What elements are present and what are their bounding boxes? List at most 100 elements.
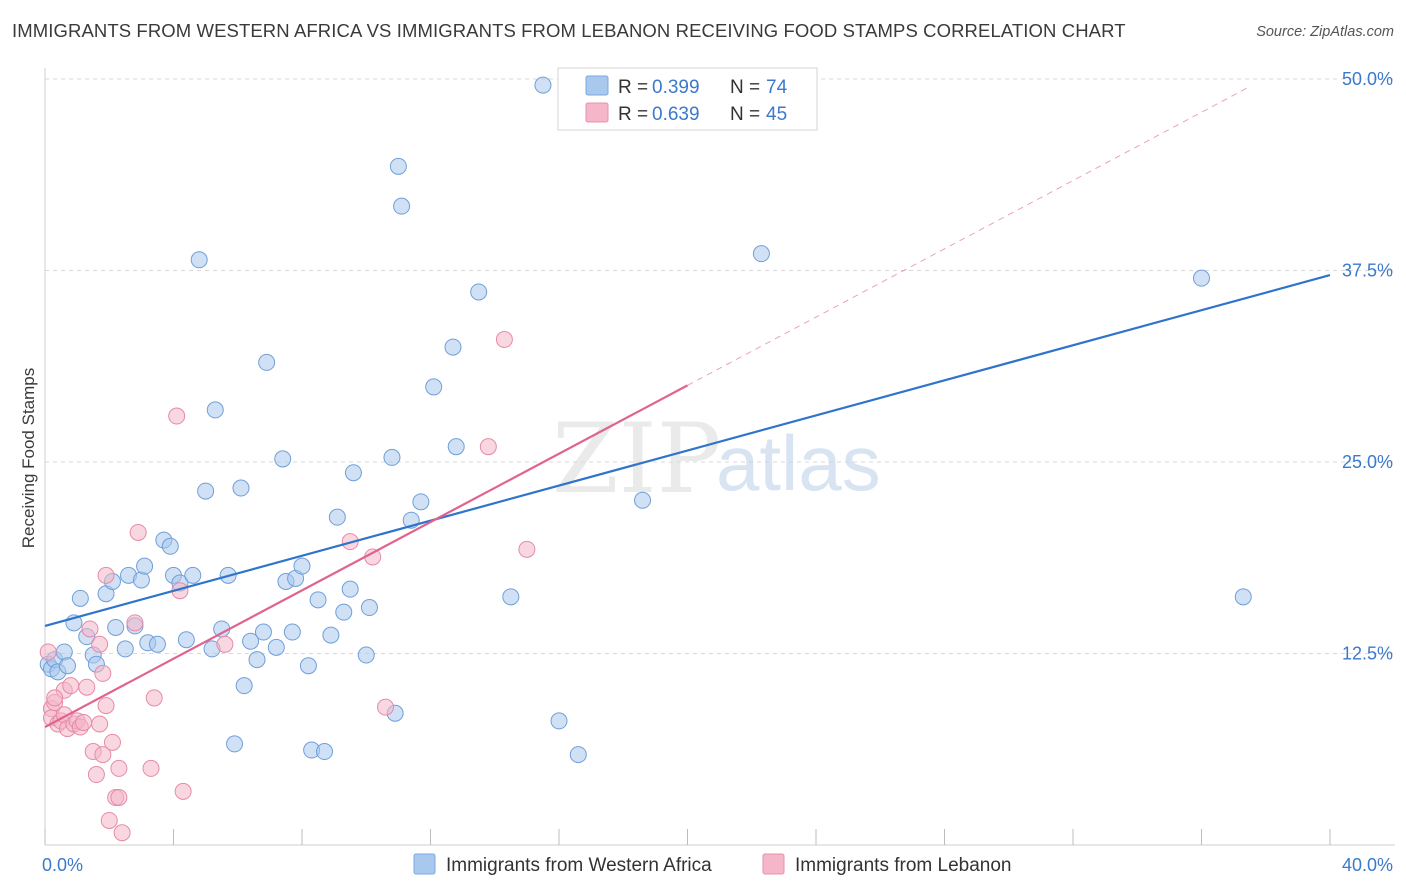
point-lebanon-15	[81, 620, 99, 638]
point-lebanon-14	[78, 678, 96, 696]
point-lebanon-13	[75, 713, 93, 731]
point-western-africa-33	[226, 735, 244, 753]
point-western-africa-26	[184, 566, 202, 584]
trendline-lebanon-extension	[687, 86, 1250, 386]
point-western-africa-70	[569, 746, 587, 764]
legend-series: Immigrants from Western Africa Immigrant…	[413, 853, 1012, 876]
point-western-africa-56	[360, 599, 378, 617]
point-western-africa-63	[425, 378, 443, 396]
point-western-africa-49	[315, 743, 333, 761]
data-points	[39, 76, 1252, 842]
trend-lines	[44, 86, 1331, 729]
watermark-atlas: atlas	[716, 419, 881, 507]
point-western-africa-39	[258, 353, 276, 371]
x-tick-label-0: 0.0%	[42, 855, 83, 875]
legend-r-label-1: R =	[618, 77, 648, 98]
legend-r-value-2: 0.639	[652, 104, 700, 125]
point-western-africa-18	[136, 557, 154, 575]
legend-bottom-swatch-lebanon	[762, 853, 785, 875]
legend-bottom-swatch-western-africa	[413, 853, 436, 875]
point-western-africa-57	[383, 448, 401, 466]
point-lebanon-31	[145, 689, 163, 707]
source-note: Source: ZipAtlas.com	[1256, 24, 1394, 40]
point-western-africa-54	[344, 464, 362, 482]
point-western-africa-64	[444, 338, 462, 356]
point-western-africa-28	[197, 482, 215, 500]
trendline-lebanon	[44, 384, 689, 729]
point-lebanon-9	[62, 677, 80, 695]
point-lebanon-26	[110, 789, 128, 807]
point-western-africa-30	[206, 401, 224, 419]
point-lebanon-30	[142, 759, 160, 777]
point-western-africa-73	[1234, 588, 1252, 606]
point-lebanon-23	[103, 733, 121, 751]
point-western-africa-60	[393, 197, 411, 215]
point-western-africa-36	[242, 632, 260, 650]
point-western-africa-7	[71, 589, 89, 607]
x-tick-label-1: 40.0%	[1342, 855, 1393, 875]
point-western-africa-22	[161, 537, 179, 555]
point-western-africa-69	[550, 712, 568, 730]
point-lebanon-32	[168, 407, 186, 425]
point-western-africa-50	[322, 626, 340, 644]
y-tick-label-2: 37.5%	[1342, 261, 1393, 281]
point-western-africa-38	[254, 623, 272, 641]
point-lebanon-35	[216, 635, 234, 653]
point-western-africa-25	[177, 631, 195, 649]
point-western-africa-67	[502, 588, 520, 606]
point-western-africa-4	[55, 643, 73, 661]
point-lebanon-17	[87, 766, 105, 784]
watermark: ZIP atlas	[552, 403, 881, 515]
point-lebanon-25	[110, 759, 128, 777]
point-lebanon-28	[126, 614, 144, 632]
y-tick-label-1: 25.0%	[1342, 452, 1393, 472]
point-western-africa-43	[283, 623, 301, 641]
legend-n-value-2: 45	[766, 104, 787, 125]
point-lebanon-22	[100, 811, 118, 829]
y-tick-label-0: 12.5%	[1342, 644, 1393, 664]
chart-title: IMMIGRANTS FROM WESTERN AFRICA VS IMMIGR…	[12, 20, 1126, 41]
grid-lines	[45, 78, 1395, 654]
point-lebanon-18	[91, 715, 109, 733]
legend-n-label-2: N =	[730, 104, 760, 125]
point-western-africa-74	[1193, 269, 1210, 287]
tick-labels: 12.5% 25.0% 37.5% 50.0% 0.0% 40.0%	[42, 69, 1393, 875]
point-lebanon-20	[94, 664, 112, 682]
trendline-western-africa	[44, 274, 1331, 627]
point-western-africa-20	[148, 635, 166, 653]
point-western-africa-13	[107, 618, 125, 636]
legend-bottom-label-lebanon: Immigrants from Lebanon	[795, 855, 1012, 876]
point-lebanon-43	[97, 697, 115, 715]
point-western-africa-40	[267, 638, 285, 656]
point-lebanon-34	[174, 782, 192, 800]
legend-swatch-western-africa	[585, 75, 609, 96]
point-lebanon-44	[46, 689, 64, 707]
point-western-africa-34	[232, 479, 250, 497]
point-lebanon-27	[113, 824, 131, 842]
point-lebanon-42	[518, 540, 536, 558]
legend-bottom-label-western-africa: Immigrants from Western Africa	[446, 855, 712, 876]
point-western-africa-59	[389, 157, 407, 175]
point-lebanon-40	[479, 438, 497, 456]
point-western-africa-37	[248, 651, 266, 669]
point-western-africa-5	[58, 657, 76, 675]
point-western-africa-48	[309, 591, 327, 609]
point-lebanon-39	[377, 698, 395, 716]
point-western-africa-27	[190, 251, 208, 269]
point-western-africa-66	[470, 283, 488, 301]
point-western-africa-14	[116, 640, 134, 658]
point-western-africa-17	[132, 571, 150, 589]
point-lebanon-19	[94, 746, 112, 764]
legend-r-label-2: R =	[618, 104, 648, 125]
point-western-africa-52	[335, 603, 353, 621]
point-western-africa-55	[357, 646, 375, 664]
point-lebanon-29	[129, 523, 147, 541]
point-western-africa-35	[235, 677, 253, 695]
point-lebanon-21	[97, 566, 115, 584]
legend-stats: R = 0.399 N = 74 R = 0.639 N = 45	[557, 67, 818, 131]
point-lebanon-0	[39, 643, 57, 661]
point-western-africa-72	[752, 245, 770, 263]
point-western-africa-46	[299, 657, 317, 675]
point-western-africa-71	[634, 491, 652, 509]
